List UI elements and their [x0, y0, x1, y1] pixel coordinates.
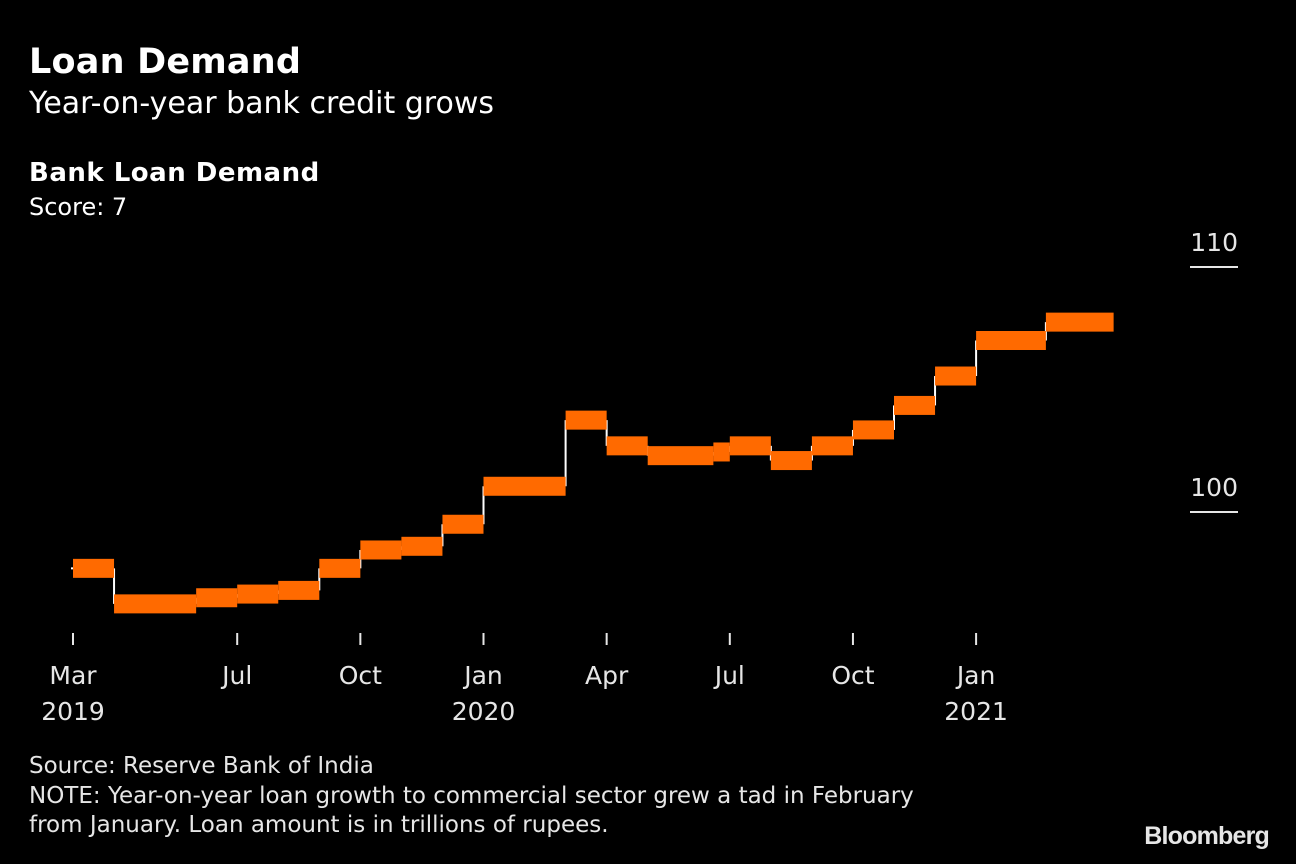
- series-score: Score: 7: [29, 193, 128, 221]
- y-tick-label: 100: [1190, 473, 1238, 502]
- note-line-2: from January. Loan amount is in trillion…: [29, 812, 609, 838]
- x-axis: Mar 2019 Jul Oct Jan 2020 Apr Jul Oct Jan 2021: [41, 633, 1008, 726]
- step-segment: [360, 540, 402, 560]
- step-segment: [401, 536, 443, 556]
- step-segment: [565, 410, 607, 430]
- y-axis: 100 110: [1190, 228, 1238, 513]
- chart-subtitle: Year-on-year bank credit grows: [29, 86, 494, 121]
- note-line-1: NOTE: Year-on-year loan growth to commer…: [29, 782, 914, 809]
- x-tick-label: Mar: [49, 661, 97, 690]
- step-segment: [729, 436, 771, 456]
- x-tick-label: Jan: [955, 661, 996, 690]
- x-tick-label: Oct: [831, 661, 874, 690]
- step-segment: [1045, 312, 1114, 332]
- step-segment: [237, 584, 279, 604]
- step-segment: [73, 558, 115, 578]
- x-tick-year-label: 2021: [944, 697, 1008, 726]
- step-segment: [196, 588, 238, 608]
- source-note: Source: Reserve Bank of India: [29, 753, 374, 779]
- x-tick-year-label: 2019: [41, 697, 105, 726]
- step-segment: [278, 580, 320, 600]
- bloomberg-logo: Bloomberg: [1144, 822, 1270, 850]
- x-tick-label: Jul: [220, 661, 252, 690]
- step-segment: [319, 558, 361, 578]
- step-segment: [647, 446, 714, 466]
- step-segment: [442, 514, 484, 534]
- x-tick-label: Oct: [339, 661, 382, 690]
- step-segment: [811, 436, 853, 456]
- step-segment: [606, 436, 648, 456]
- y-tick-label: 110: [1190, 228, 1238, 257]
- step-segment: [935, 366, 977, 386]
- step-segment: [976, 331, 1046, 350]
- step-segment: [483, 476, 566, 496]
- x-tick-label: Jul: [713, 661, 745, 690]
- chart-footer: Source: Reserve Bank of India NOTE: Year…: [29, 752, 914, 841]
- x-tick-label: Apr: [585, 661, 629, 690]
- step-segment: [894, 395, 936, 415]
- step-segment: [770, 451, 812, 471]
- chart-title: Loan Demand: [29, 42, 302, 82]
- step-segment: [713, 442, 730, 462]
- x-tick-label: Jan: [462, 661, 503, 690]
- step-segment: [114, 594, 197, 614]
- step-segment: [852, 420, 894, 440]
- series-title: Bank Loan Demand: [29, 158, 320, 188]
- x-tick-year-label: 2020: [452, 697, 516, 726]
- series-loan-demand: [71, 312, 1114, 614]
